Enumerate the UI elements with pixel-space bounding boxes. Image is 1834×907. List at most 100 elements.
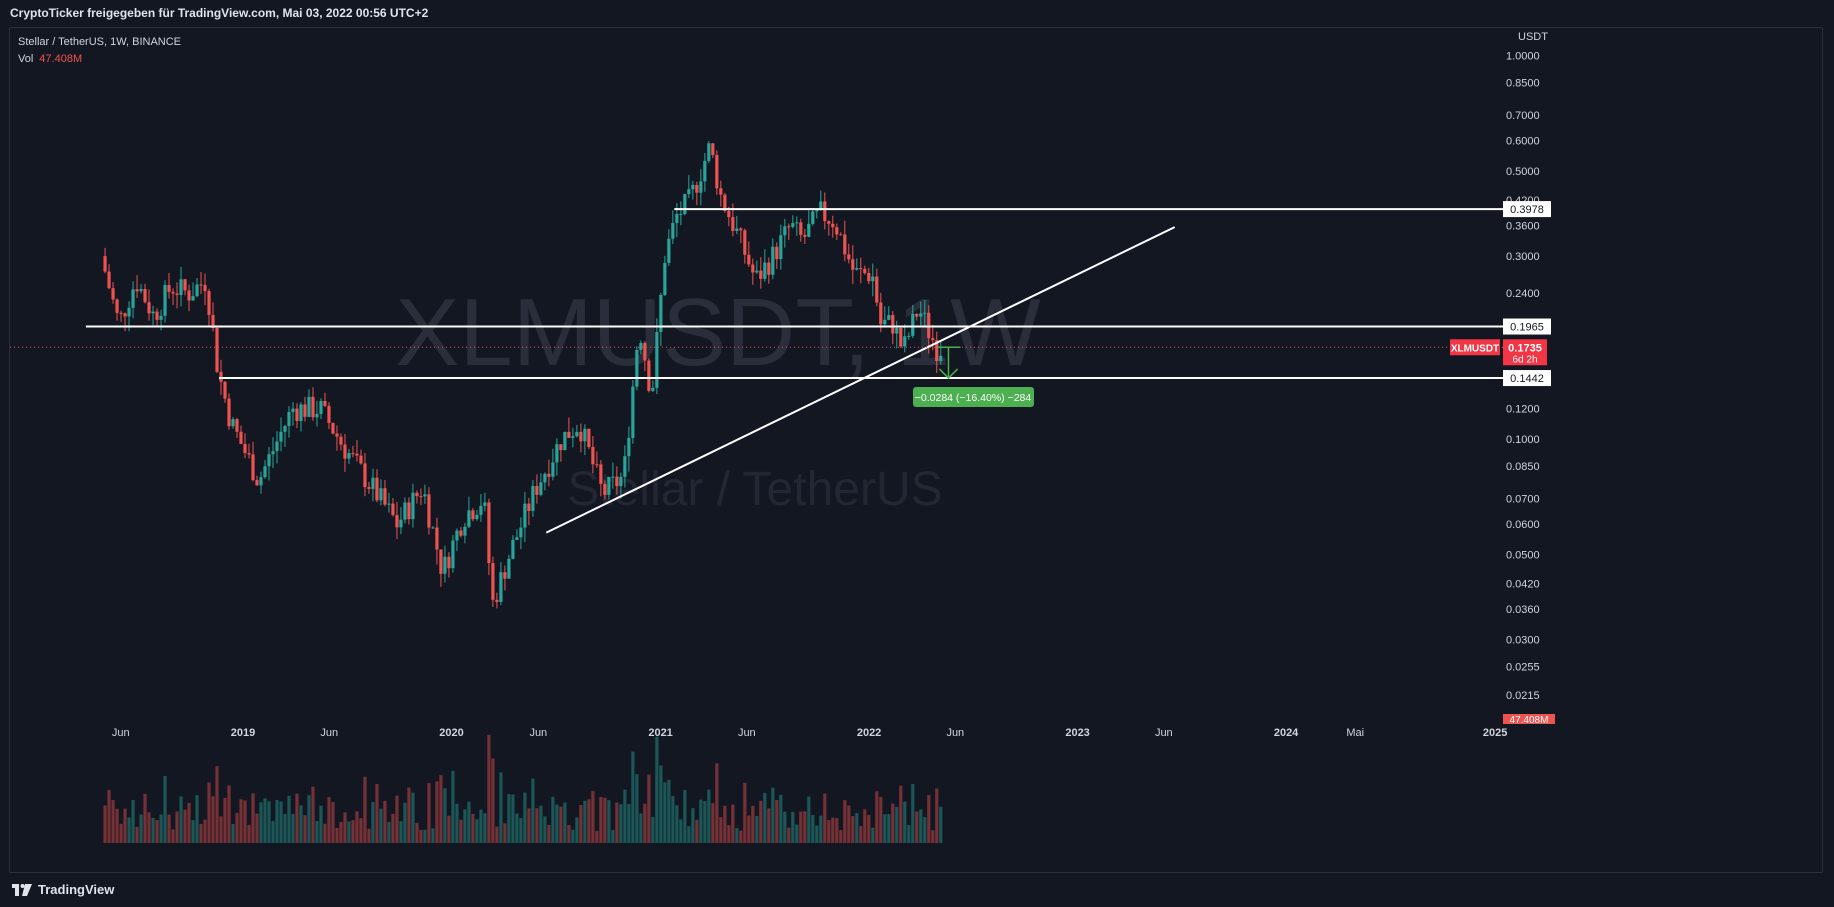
candle-body — [239, 431, 243, 444]
candle-body — [587, 428, 591, 448]
tradingview-logo[interactable]: TradingView — [12, 882, 114, 897]
candle-body — [307, 396, 311, 417]
symbol-tag-bg — [1450, 339, 1500, 356]
candle-body — [871, 276, 875, 282]
volume-bar — [775, 800, 779, 843]
candle-body — [535, 486, 539, 495]
candle-body — [659, 294, 663, 333]
candle-body — [235, 419, 239, 432]
candle-body — [603, 483, 607, 495]
candle-body — [735, 228, 739, 231]
volume-bar — [855, 813, 859, 843]
x-tick-label: 2019 — [231, 727, 255, 739]
volume-bar — [607, 800, 611, 843]
volume-bar — [615, 802, 619, 843]
candle-body — [355, 453, 359, 456]
volume-bar — [491, 758, 495, 843]
candle-body — [819, 201, 823, 210]
candle-body — [523, 503, 527, 528]
candle-body — [539, 482, 543, 495]
volume-bar — [843, 800, 847, 843]
candle-body — [583, 428, 587, 442]
volume-value: 47.408M — [39, 53, 83, 65]
volume-bar — [415, 822, 419, 843]
candle-body — [643, 343, 647, 361]
x-tick-label: 2020 — [439, 727, 463, 739]
volume-bar — [703, 800, 707, 843]
candle-body — [255, 480, 259, 486]
candle-body — [179, 279, 183, 295]
volume-bar — [791, 811, 795, 843]
candle-body — [139, 288, 143, 292]
candle-body — [387, 503, 391, 505]
volume-bar — [811, 815, 815, 843]
volume-bar — [651, 817, 655, 843]
x-tick-label: Jun — [112, 727, 130, 739]
y-tick-label: 0.0300 — [1506, 634, 1540, 646]
candle-body — [207, 291, 211, 315]
candle-body — [351, 453, 355, 455]
candle-body — [111, 288, 115, 300]
chart-legend: Stellar / TetherUS, 1W, BINANCE Vol 47.40… — [18, 34, 181, 68]
y-tick-label: 0.1200 — [1506, 404, 1540, 416]
volume-bar — [887, 814, 891, 843]
last-price-bg — [1503, 339, 1547, 366]
volume-bar — [371, 801, 375, 843]
volume-bar — [715, 763, 719, 843]
candle-body — [531, 486, 535, 511]
volume-bar — [935, 788, 939, 843]
y-tick-label: 0.3000 — [1506, 251, 1540, 263]
candle-body — [919, 313, 923, 317]
volume-bar — [803, 811, 807, 843]
volume-bar — [395, 795, 399, 843]
candle-body — [743, 230, 747, 255]
candle-body — [283, 426, 287, 432]
volume-bar — [511, 794, 515, 843]
y-tick-label: 0.6000 — [1506, 136, 1540, 148]
candle-body — [843, 234, 847, 255]
candle-body — [695, 184, 699, 193]
volume-bar — [483, 813, 487, 843]
candle-body — [935, 340, 939, 361]
volume-bar — [839, 830, 843, 843]
volume-bar — [871, 827, 875, 843]
volume-bar — [103, 805, 107, 843]
volume-bar — [523, 792, 527, 843]
volume-bar — [459, 819, 463, 843]
volume-bar — [123, 808, 127, 843]
volume-bar — [423, 829, 427, 843]
candle-body — [563, 431, 567, 451]
candle-body — [479, 505, 483, 515]
volume-bar — [723, 805, 727, 843]
chart-pane[interactable] — [9, 27, 1823, 873]
candle-body — [783, 226, 787, 236]
candle-body — [771, 246, 775, 275]
x-tick-label: Jun — [1155, 727, 1173, 739]
x-tick-label: 2022 — [857, 727, 881, 739]
candle-body — [327, 405, 331, 423]
volume-bar — [499, 772, 503, 843]
volume-bar — [191, 820, 195, 843]
candle-body — [439, 549, 443, 574]
volume-bar — [311, 786, 315, 843]
volume-bar — [215, 766, 219, 843]
candle-body — [299, 404, 303, 422]
volume-bar — [675, 805, 679, 843]
volume-bar — [171, 829, 175, 843]
candle-body — [143, 288, 147, 303]
candle-body — [851, 259, 855, 270]
volume-bar — [259, 802, 263, 843]
volume-bar — [631, 751, 635, 843]
candle-body — [803, 234, 807, 237]
volume-bar — [891, 803, 895, 843]
volume-bar — [695, 819, 699, 843]
measure-label-bg — [913, 387, 1034, 408]
volume-bar — [295, 793, 299, 843]
candle-body — [807, 223, 811, 237]
volume-bar — [827, 820, 831, 843]
candle-body — [915, 313, 919, 317]
candle-body — [335, 433, 339, 437]
volume-bar — [783, 811, 787, 843]
volume-bar — [299, 805, 303, 843]
